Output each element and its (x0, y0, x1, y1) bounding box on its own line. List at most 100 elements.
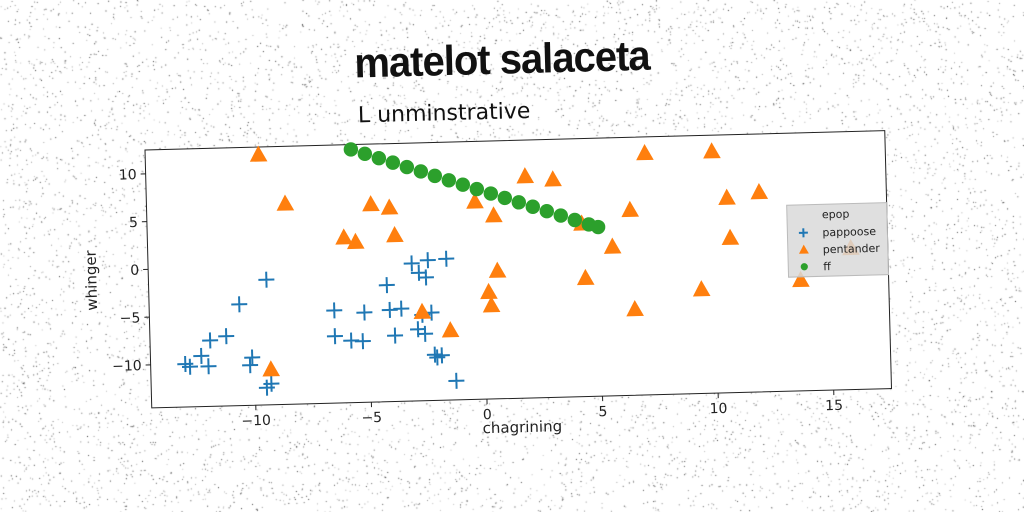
pappoose-point (263, 375, 280, 392)
ff-point (385, 155, 401, 170)
ff-point (399, 159, 415, 175)
pappoose-point (258, 271, 275, 288)
y-tick-label: −10 (112, 358, 142, 375)
pappoose-point (438, 250, 455, 267)
pentander-point (692, 280, 711, 297)
pentander-point (750, 183, 769, 200)
ff-point (525, 199, 541, 214)
pentander-point (386, 226, 404, 243)
ff-point (343, 142, 359, 157)
x-tick-label: −10 (241, 413, 271, 430)
pappoose-point (326, 302, 343, 319)
plot-area (144, 130, 893, 409)
pappoose-point (387, 327, 404, 344)
pentander-point (516, 167, 535, 184)
pentander-point (636, 143, 654, 161)
chart-marks (177, 142, 860, 396)
series-pappoose (177, 250, 465, 396)
pentander-point (603, 237, 622, 254)
pappoose-point (244, 349, 261, 366)
pappoose-point (202, 332, 219, 349)
y-tick-label: 5 (129, 215, 138, 231)
legend-label-pappoose: pappoose (822, 225, 876, 239)
legend-marker-pappoose (798, 228, 808, 238)
ff-point (455, 177, 471, 192)
pentander-point (718, 188, 736, 205)
legend-marker-ff (800, 263, 808, 271)
legend-box (786, 202, 890, 278)
pappoose-point (181, 358, 199, 375)
pentander-point (621, 200, 640, 218)
x-axis-ticks: −10 −5 0 5 10 15 (241, 390, 843, 430)
pentander-point (380, 198, 399, 215)
ff-point (590, 219, 606, 235)
pentander-point (466, 192, 484, 209)
pentander-point (346, 232, 365, 250)
ff-point (483, 186, 499, 201)
pentander-point (485, 206, 503, 223)
y-axis-ticks: −10 −5 0 5 10 (112, 167, 151, 375)
ff-point (371, 151, 387, 166)
pentander-point (792, 270, 810, 288)
legend-title: epop (822, 208, 850, 222)
pentander-point (482, 296, 501, 313)
series-ff (343, 142, 606, 235)
pentander-point (249, 145, 268, 162)
ff-point (567, 212, 582, 228)
pappoose-point (417, 325, 434, 342)
y-tick-label: −5 (120, 310, 141, 327)
pentander-point (335, 228, 353, 245)
legend: epop pappoose pentander ff (786, 202, 890, 278)
pappoose-point (200, 358, 217, 375)
x-tick-label: 5 (598, 404, 607, 420)
x-tick-label: −5 (361, 410, 382, 427)
ff-point (441, 173, 457, 188)
legend-marker-pentander (798, 244, 809, 254)
pentander-point (362, 195, 380, 212)
pentander-point (488, 261, 507, 278)
chart-title: L unminstrative (358, 99, 531, 129)
pappoose-point (354, 333, 371, 350)
pappoose-point (378, 277, 395, 294)
ff-point (539, 203, 555, 219)
legend-label-ff: ff (823, 260, 831, 273)
pappoose-point (419, 252, 436, 269)
pappoose-point (326, 328, 343, 345)
pentander-point (703, 142, 721, 159)
y-axis-label: whinger (82, 249, 102, 311)
ff-point (427, 168, 443, 184)
ff-point (511, 195, 527, 210)
pentander-point (721, 228, 740, 246)
pentander-point (413, 302, 432, 320)
pentander-point (480, 282, 498, 300)
ff-point (553, 208, 568, 223)
x-tick-label: 15 (825, 398, 843, 414)
ff-point (357, 146, 373, 162)
pappoose-point (403, 255, 420, 272)
pappoose-point (417, 269, 434, 286)
pappoose-point (433, 347, 450, 364)
pappoose-point (448, 372, 465, 389)
ff-point (413, 164, 429, 179)
y-tick-label: 0 (130, 263, 139, 279)
pentander-point (441, 321, 460, 338)
pentander-point (262, 360, 281, 377)
pappoose-point (393, 300, 410, 317)
pappoose-point (242, 357, 259, 374)
x-tick-label: 0 (483, 407, 492, 423)
pappoose-point (193, 347, 210, 364)
x-tick-label: 10 (709, 401, 727, 417)
pentander-point (626, 300, 644, 317)
legend-label-pentander: pentander (823, 242, 881, 257)
pappoose-point (231, 296, 248, 313)
pentander-point (576, 268, 595, 286)
pentander-point (544, 170, 562, 187)
pappoose-point (356, 304, 373, 321)
y-tick-label: 10 (119, 167, 137, 183)
ff-point (497, 190, 513, 206)
ff-point (469, 181, 485, 197)
x-axis-label: chagrining (482, 417, 562, 437)
pentander-point (276, 194, 295, 211)
